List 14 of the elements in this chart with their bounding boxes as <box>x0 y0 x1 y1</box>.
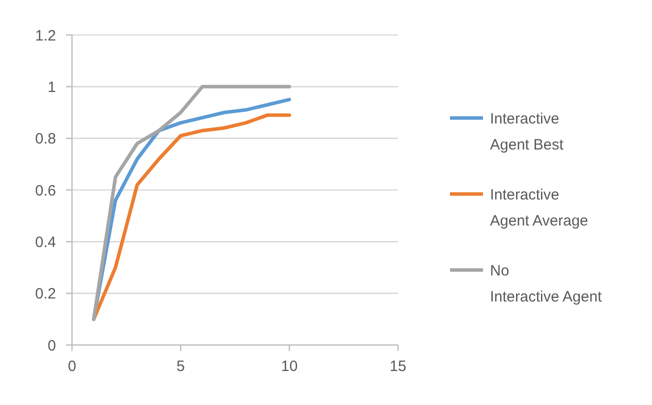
y-tick-label: 0.4 <box>35 234 56 251</box>
x-tick-label: 0 <box>68 358 76 375</box>
y-tick-label: 0.6 <box>35 182 56 200</box>
y-tick-label: 1 <box>48 78 56 96</box>
legend-label: No Interactive Agent <box>490 262 603 306</box>
y-tick-label: 0.8 <box>35 130 56 148</box>
y-tick-label: 0.2 <box>35 286 56 303</box>
legend-label: Interactive Agent Best <box>490 110 564 154</box>
x-tick-label: 5 <box>176 358 185 375</box>
y-tick-label: 0 <box>48 337 56 354</box>
x-tick-label: 15 <box>390 358 406 375</box>
legend-label: Interactive Agent Average <box>490 186 588 230</box>
y-tick-label: 1.2 <box>35 27 56 44</box>
x-tick-label: 10 <box>280 358 298 375</box>
